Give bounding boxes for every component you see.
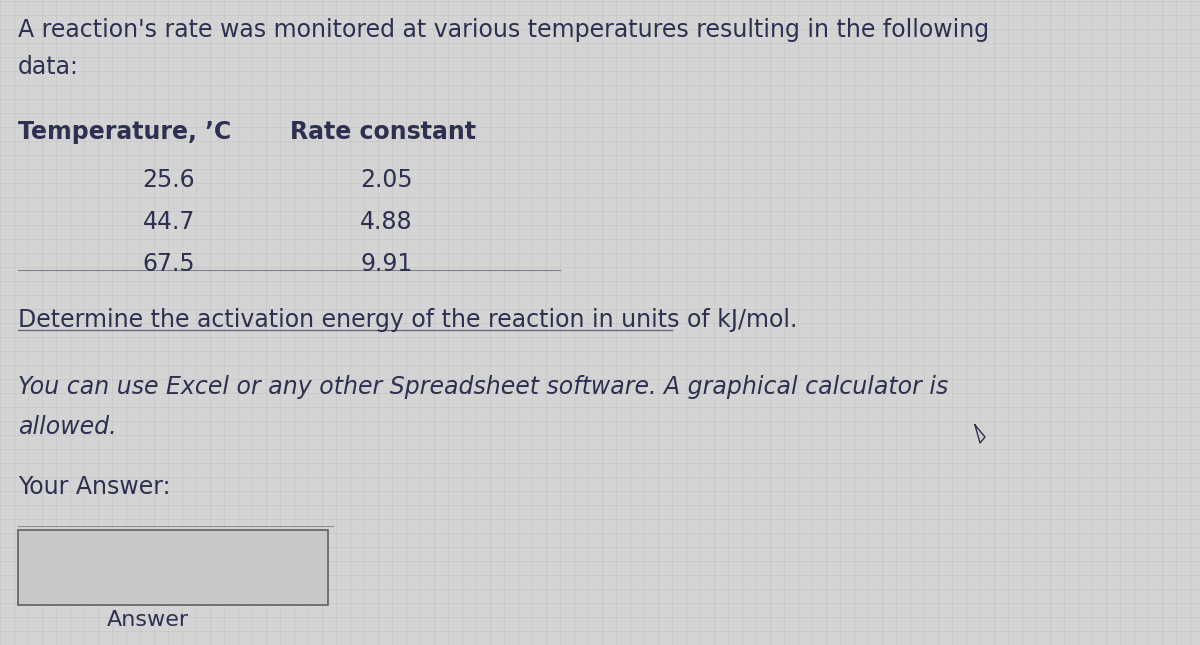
Text: data:: data: <box>18 55 79 79</box>
Text: 9.91: 9.91 <box>360 252 413 276</box>
Text: Determine the activation energy of the reaction in units of kJ/mol.: Determine the activation energy of the r… <box>18 308 797 332</box>
Text: Rate constant: Rate constant <box>290 120 476 144</box>
Text: 44.7: 44.7 <box>143 210 194 234</box>
Text: 2.05: 2.05 <box>360 168 413 192</box>
Text: 67.5: 67.5 <box>143 252 194 276</box>
Text: Answer: Answer <box>107 610 190 630</box>
Text: allowed.: allowed. <box>18 415 116 439</box>
Text: A reaction's rate was monitored at various temperatures resulting in the followi: A reaction's rate was monitored at vario… <box>18 18 989 42</box>
Text: Temperature, ’C: Temperature, ’C <box>18 120 232 144</box>
Text: 4.88: 4.88 <box>360 210 413 234</box>
Bar <box>18 530 328 605</box>
Text: Your Answer:: Your Answer: <box>18 475 170 499</box>
Text: 25.6: 25.6 <box>143 168 194 192</box>
Text: You can use Excel or any other Spreadsheet software. A graphical calculator is: You can use Excel or any other Spreadshe… <box>18 375 948 399</box>
